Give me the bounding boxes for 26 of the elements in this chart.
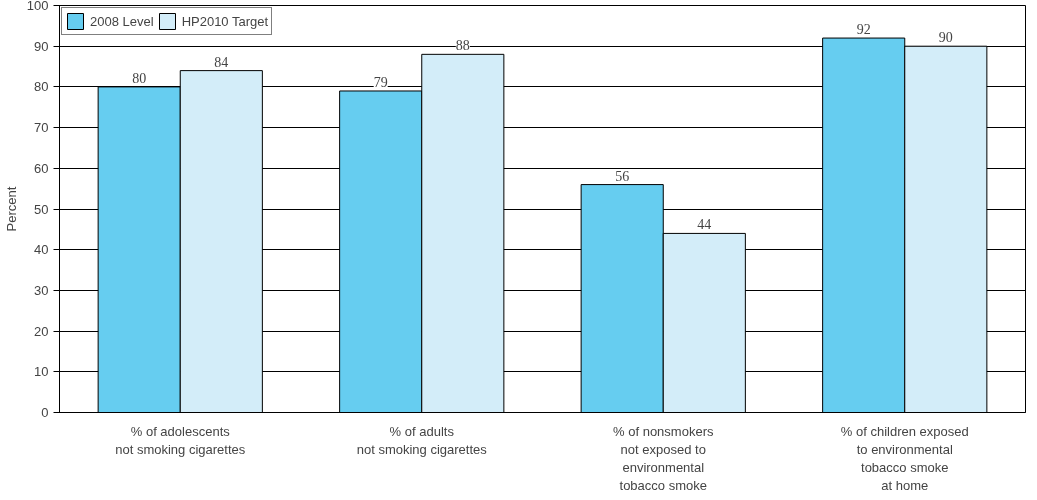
data-label: 80 [132, 70, 147, 86]
y-tick-label: 80 [34, 79, 49, 95]
y-tick-label: 90 [34, 38, 49, 54]
y-tick-label: 40 [34, 242, 49, 258]
y-tick-label: 30 [34, 282, 49, 298]
x-tick-label: % of adolescents not smoking cigarettes [115, 423, 246, 457]
y-tick-label: 20 [34, 323, 49, 339]
y-tick-label: 100 [26, 0, 49, 13]
data-label: 92 [856, 22, 871, 38]
x-tick-label: % of children exposed to environmental tobacco smoke at home [840, 423, 969, 493]
y-tick-label: 0 [41, 405, 49, 420]
y-tick-label: 50 [34, 201, 49, 217]
legend-label: 2008 Level [90, 13, 154, 29]
legend-label: HP2010 Target [181, 13, 269, 29]
data-label: 79 [373, 74, 388, 90]
y-tick-label: 10 [34, 364, 49, 380]
x-tick-label: % of adults not smoking cigarettes [356, 423, 488, 457]
x-tick-label: % of nonsmokers not exposed to environmental tobacco smoke [613, 423, 714, 493]
data-label: 56 [615, 168, 630, 184]
y-tick-label: 70 [34, 120, 49, 136]
data-label: 44 [697, 217, 712, 233]
data-label: 84 [214, 54, 229, 70]
y-axis-title: Percent [3, 186, 19, 232]
y-tick-label: 60 [34, 160, 49, 176]
data-label: 90 [938, 30, 953, 46]
data-label: 88 [455, 38, 470, 54]
